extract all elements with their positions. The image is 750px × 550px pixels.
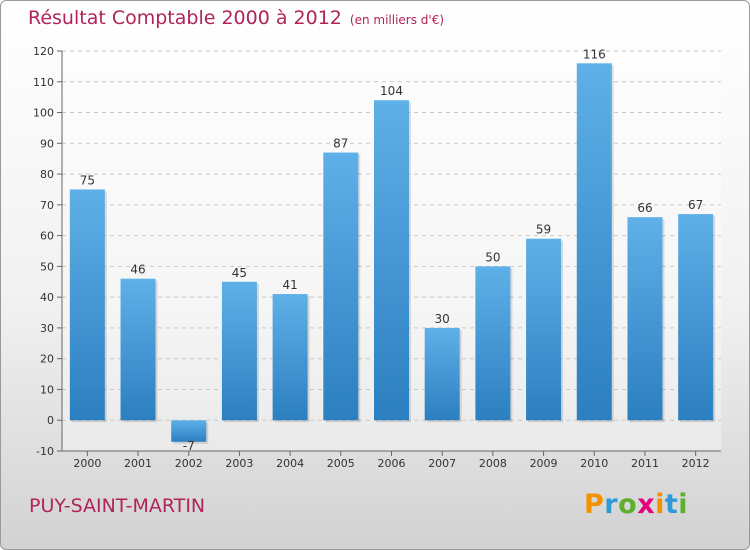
x-tick-label: 2001 xyxy=(124,457,152,470)
y-tick-label: 0 xyxy=(47,414,54,427)
x-tick-label: 2008 xyxy=(479,457,507,470)
y-tick-label: -10 xyxy=(36,445,54,458)
x-tick-label: 2004 xyxy=(276,457,304,470)
bar xyxy=(424,327,460,421)
chart-title: Résultat Comptable 2000 à 2012 (en millie… xyxy=(28,7,444,29)
bar xyxy=(678,214,714,421)
bar xyxy=(323,152,359,421)
x-tick-label: 2007 xyxy=(428,457,456,470)
bar xyxy=(374,100,409,421)
logo-letter: r xyxy=(604,489,619,520)
proxiti-logo: Proxiti xyxy=(584,489,688,520)
chart-title-text: Résultat Comptable 2000 à 2012 xyxy=(28,7,342,29)
x-tick-label: 2000 xyxy=(73,457,101,470)
bar xyxy=(171,420,207,442)
x-tick-label: 2005 xyxy=(327,457,355,470)
y-tick-label: 10 xyxy=(40,383,54,396)
data-label: 67 xyxy=(688,198,703,212)
y-tick-label: 20 xyxy=(40,353,54,366)
y-tick-label: 110 xyxy=(33,76,54,89)
data-label: -7 xyxy=(183,439,195,453)
data-label: 30 xyxy=(435,312,450,326)
data-label: 50 xyxy=(485,250,500,264)
logo-letter: i xyxy=(655,489,665,520)
y-tick-label: 50 xyxy=(40,260,54,273)
logo-letter: P xyxy=(584,489,605,520)
y-tick-label: 80 xyxy=(40,168,54,181)
logo-letter: o xyxy=(618,489,638,520)
x-tick-label: 2009 xyxy=(530,457,558,470)
bar xyxy=(627,217,663,421)
y-tick-label: 120 xyxy=(33,45,54,58)
commune-name: PUY-SAINT-MARTIN xyxy=(29,495,206,517)
y-tick-label: 60 xyxy=(40,230,54,243)
x-tick-label: 2002 xyxy=(175,457,203,470)
data-label: 104 xyxy=(380,84,403,98)
x-tick-label: 2006 xyxy=(378,457,406,470)
x-tick-label: 2011 xyxy=(631,457,659,470)
y-tick-label: 70 xyxy=(40,199,54,212)
bar xyxy=(272,294,308,421)
x-tick-label: 2010 xyxy=(580,457,608,470)
logo-letter: t xyxy=(664,489,679,520)
bar xyxy=(475,266,511,421)
data-label: 45 xyxy=(232,266,247,280)
bar xyxy=(69,189,105,421)
data-label: 66 xyxy=(637,201,652,215)
chart-unit-note: (en milliers d'€) xyxy=(349,13,445,27)
bar xyxy=(120,278,156,421)
x-tick-label: 2003 xyxy=(225,457,253,470)
bar xyxy=(576,63,612,421)
data-label: 59 xyxy=(536,223,551,237)
data-label: 116 xyxy=(583,47,606,61)
x-tick-label: 2012 xyxy=(682,457,710,470)
data-label: 75 xyxy=(80,173,95,187)
bar xyxy=(221,281,257,421)
y-tick-label: 90 xyxy=(40,137,54,150)
bar xyxy=(526,238,562,421)
y-tick-label: 100 xyxy=(33,107,54,120)
data-label: 46 xyxy=(130,263,145,277)
logo-letter: x xyxy=(637,489,656,520)
data-label: 41 xyxy=(282,278,297,292)
y-tick-label: 40 xyxy=(40,291,54,304)
y-tick-label: 30 xyxy=(40,322,54,335)
logo-letter: i xyxy=(678,489,689,520)
data-label: 87 xyxy=(333,137,348,151)
